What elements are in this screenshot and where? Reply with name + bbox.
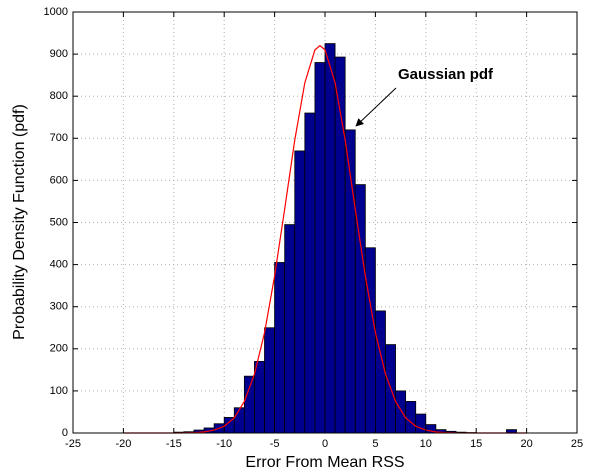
bar: [254, 361, 265, 434]
x-tick-label: 25: [571, 438, 583, 450]
y-tick-label: 900: [50, 48, 68, 60]
bar: [324, 43, 336, 434]
bar: [405, 401, 417, 434]
bar: [415, 413, 427, 434]
y-tick-label: 500: [50, 216, 68, 228]
y-tick-label: 300: [50, 301, 68, 313]
bar: [284, 224, 296, 434]
x-tick-label: 5: [372, 438, 378, 450]
bar: [264, 327, 275, 434]
y-tick-label: 1000: [44, 6, 68, 18]
x-tick-label: 0: [322, 438, 328, 450]
gaussian-curve: [123, 44, 527, 434]
x-tick-label: 15: [470, 438, 482, 450]
y-tick-label: 100: [50, 385, 68, 397]
x-tick-label: -25: [65, 438, 81, 450]
x-axis-label: Error From Mean RSS: [245, 454, 404, 471]
y-tick-label: 600: [50, 174, 68, 186]
bar: [294, 150, 306, 434]
y-tick-label: 700: [50, 132, 68, 144]
annotation: Gaussian pdf: [398, 66, 494, 83]
y-axis-label: Probability Density Function (pdf): [11, 104, 28, 340]
x-tick-label: 20: [520, 438, 532, 450]
annotation-arrow: [355, 87, 397, 127]
bar: [374, 310, 386, 434]
bar: [304, 112, 316, 434]
x-tick-label: -20: [115, 438, 131, 450]
bar: [364, 247, 376, 434]
y-tick-label: 200: [50, 343, 68, 355]
y-tick-label: 800: [50, 90, 68, 102]
bar: [233, 407, 245, 434]
x-tick-label: -15: [166, 438, 182, 450]
bar: [395, 390, 407, 434]
y-tick-label: 0: [62, 427, 68, 439]
y-tick-label: 400: [50, 259, 68, 271]
x-tick-label: 10: [420, 438, 432, 450]
bar: [243, 375, 255, 434]
bar: [314, 62, 326, 434]
x-tick-label: -10: [216, 438, 232, 450]
x-tick-label: -5: [270, 438, 280, 450]
bar: [274, 262, 286, 434]
